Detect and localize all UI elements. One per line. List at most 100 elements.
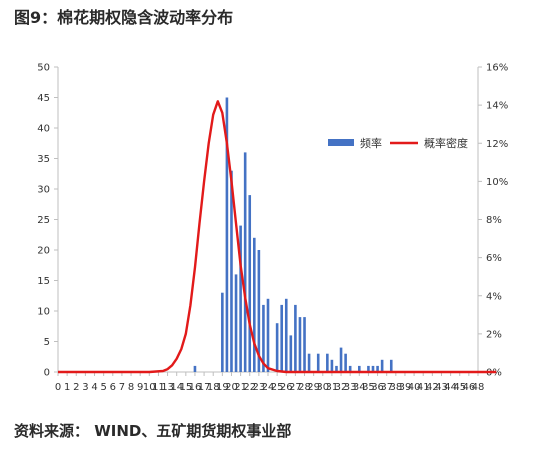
right-tick-label: 2%	[486, 329, 502, 340]
x-tick-label: 18	[207, 382, 220, 393]
x-tick-label: 0	[55, 382, 61, 393]
frequency-bar	[389, 359, 393, 372]
right-tick-label: 10%	[486, 177, 508, 188]
frequency-bar	[234, 274, 238, 372]
frequency-bar	[243, 152, 247, 372]
x-tick-label: 39	[399, 382, 412, 393]
right-y-axis: 0%2%4%6%8%10%12%14%16%	[477, 63, 508, 379]
x-axis: 0 1 2 3 4 5 6 7 8 9 101113141516171819202122232425…	[55, 371, 485, 393]
right-tick-label: 8%	[486, 215, 502, 226]
x-tick-label: 16	[189, 382, 202, 393]
x-tick-label: 40	[408, 382, 421, 393]
frequency-bar	[316, 353, 320, 372]
frequency-bar	[193, 365, 197, 372]
x-tick-label: 28	[298, 382, 311, 393]
frequency-bar	[239, 225, 242, 372]
x-tick-label: 33	[344, 382, 357, 393]
x-tick-label: 48	[472, 382, 485, 393]
frequency-bar	[248, 195, 252, 372]
x-tick-label: 43	[435, 382, 448, 393]
frequency-bar	[348, 365, 352, 372]
frequency-bar	[335, 365, 338, 372]
frequency-bar	[339, 347, 343, 372]
x-tick-label: 4	[91, 382, 97, 393]
x-tick-label: 20	[225, 382, 238, 393]
legend-bar-label: 频率	[360, 136, 382, 150]
frequency-bar	[358, 365, 361, 372]
x-tick-label: 44	[444, 382, 457, 393]
frequency-bar	[303, 317, 306, 372]
frequency-bar	[294, 304, 297, 372]
right-tick-label: 6%	[486, 253, 502, 264]
frequency-bar	[371, 365, 375, 372]
x-tick-label: 1	[64, 382, 70, 393]
x-tick-label: 30	[316, 382, 329, 393]
x-tick-label: 23	[253, 382, 266, 393]
x-tick-label: 25	[271, 382, 284, 393]
frequency-bar	[221, 292, 224, 372]
frequency-bar	[344, 353, 347, 372]
frequency-bar	[225, 97, 229, 372]
frequency-bar	[284, 298, 288, 372]
figure-title: 图9：棉花期权隐含波动率分布	[14, 8, 234, 27]
frequency-bar	[230, 170, 233, 372]
x-tick-label: 2	[73, 382, 79, 393]
frequency-bar	[266, 298, 270, 372]
frequency-bar	[307, 353, 311, 372]
x-tick-label: 29	[307, 382, 320, 393]
legend-line-label: 概率密度	[424, 136, 468, 150]
x-tick-label: 36	[371, 382, 384, 393]
x-tick-label: 8	[128, 382, 134, 393]
frequency-bar	[367, 365, 370, 372]
frequency-bar	[380, 359, 384, 372]
x-tick-label: 26	[280, 382, 293, 393]
legend: 频率 概率密度	[328, 136, 468, 150]
right-tick-label: 14%	[486, 101, 508, 112]
x-tick-label: 41	[417, 382, 430, 393]
right-tick-label: 12%	[486, 139, 508, 150]
left-tick-label: 15	[37, 276, 50, 287]
x-tick-label: 38	[389, 382, 402, 393]
x-tick-label: 32	[335, 382, 348, 393]
left-tick-label: 50	[37, 63, 50, 74]
figure-source: 资料来源： WIND、五矿期货期权事业部	[14, 422, 292, 440]
frequency-bar	[257, 250, 261, 372]
x-tick-label: 9	[137, 382, 143, 393]
density-line	[58, 100, 497, 374]
frequency-bar	[275, 323, 279, 372]
frequency-bars	[193, 97, 393, 372]
left-tick-label: 10	[37, 307, 50, 318]
density-line-path	[58, 100, 497, 374]
x-tick-label: 7	[119, 382, 125, 393]
left-tick-label: 5	[44, 337, 50, 348]
x-tick-label: 22	[243, 382, 256, 393]
x-tick-label: 17	[198, 382, 211, 393]
legend-bar-swatch	[328, 139, 354, 146]
x-tick-label: 3	[82, 382, 88, 393]
left-tick-label: 35	[37, 154, 50, 165]
frequency-bar	[330, 359, 334, 372]
frequency-bar	[262, 304, 265, 372]
frequency-bar	[289, 335, 293, 372]
x-tick-label: 10	[143, 382, 156, 393]
left-tick-label: 30	[37, 185, 50, 196]
x-tick-label: 15	[179, 382, 192, 393]
left-tick-label: 0	[44, 368, 50, 379]
frequency-bar	[280, 304, 283, 372]
right-tick-label: 16%	[486, 63, 508, 74]
x-tick-label: 46	[463, 382, 476, 393]
x-tick-label: 27	[289, 382, 302, 393]
frequency-bar	[298, 317, 302, 372]
x-tick-label: 14	[170, 382, 183, 393]
x-tick-label: 6	[110, 382, 116, 393]
x-tick-label: 11	[152, 382, 165, 393]
left-tick-label: 25	[37, 215, 50, 226]
x-tick-label: 5	[100, 382, 106, 393]
x-tick-label: 21	[234, 382, 247, 393]
x-tick-label: 45	[453, 382, 466, 393]
frequency-bar	[326, 353, 329, 372]
frequency-bar	[376, 365, 379, 372]
x-tick-label: 24	[262, 382, 275, 393]
x-tick-label: 35	[362, 382, 375, 393]
left-y-axis: 0 5 10 15 20 25 30 35 40 45 50	[37, 63, 59, 379]
